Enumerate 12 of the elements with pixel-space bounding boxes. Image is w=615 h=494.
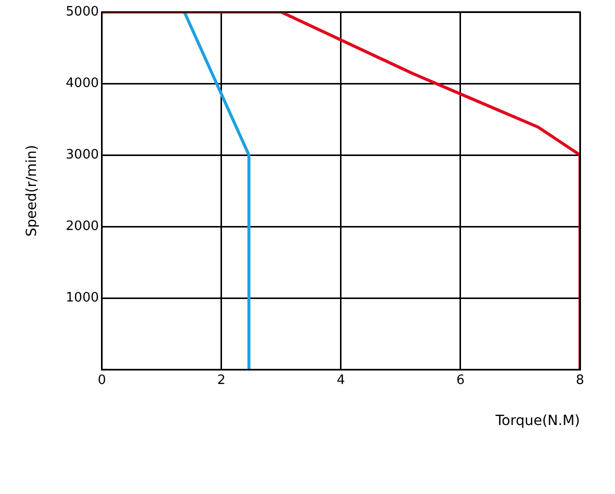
x-axis-title: Torque(N.M) xyxy=(494,413,580,430)
y-tick-label: 3000 xyxy=(66,147,99,162)
x-tick-label: 4 xyxy=(336,372,346,388)
y-axis-title: Speed(r/min) xyxy=(24,144,40,237)
x-tick-label: 0 xyxy=(98,372,106,388)
y-tick-label: 5000 xyxy=(66,4,99,20)
y-tick-label: 1000 xyxy=(66,290,99,306)
x-tick-label: 8 xyxy=(576,372,584,388)
x-tick-label: 2 xyxy=(217,372,226,388)
y-tick-label: 4000 xyxy=(66,76,99,91)
y-tick-label: 2000 xyxy=(66,218,99,234)
x-tick-label: 6 xyxy=(456,372,465,388)
